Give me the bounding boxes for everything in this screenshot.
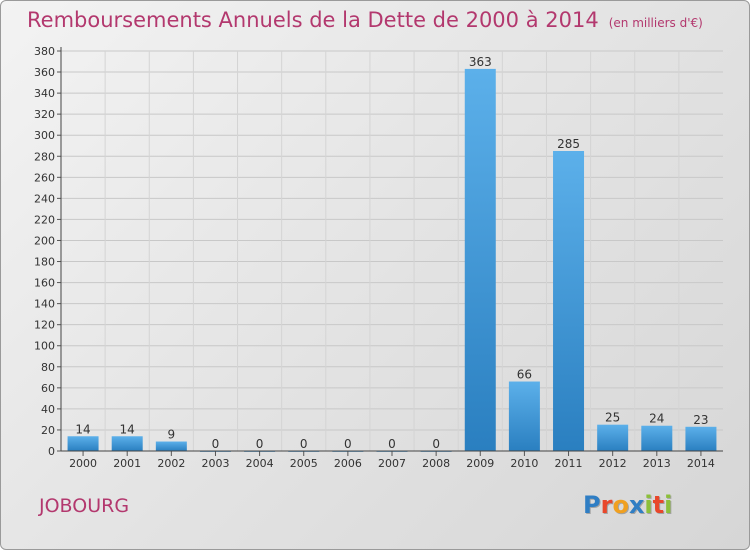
y-tick-label: 140 xyxy=(34,298,55,311)
x-tick-label: 2012 xyxy=(599,457,627,470)
x-tick-label: 2010 xyxy=(510,457,538,470)
x-tick-label: 2003 xyxy=(201,457,229,470)
y-tick-label: 220 xyxy=(34,213,55,226)
y-tick-label: 340 xyxy=(34,87,55,100)
y-tick-label: 60 xyxy=(41,382,55,395)
data-label: 66 xyxy=(517,368,532,382)
bar xyxy=(155,441,187,451)
y-tick-label: 260 xyxy=(34,171,55,184)
y-tick-label: 20 xyxy=(41,424,55,437)
y-tick-label: 180 xyxy=(34,256,55,269)
y-tick-label: 380 xyxy=(34,45,55,58)
data-label: 363 xyxy=(469,55,492,69)
grid-lines xyxy=(61,50,723,452)
commune-name: JOBOURG xyxy=(39,495,130,517)
bar xyxy=(685,426,717,451)
y-tick-label: 200 xyxy=(34,234,55,247)
y-tick-label: 0 xyxy=(48,445,55,458)
data-label: 24 xyxy=(649,412,664,426)
y-tick-label: 360 xyxy=(34,66,55,79)
title-text: Remboursements Annuels de la Dette de 20… xyxy=(27,8,599,32)
bar xyxy=(508,381,540,451)
y-tick-label: 300 xyxy=(34,129,55,142)
logo-letter: i xyxy=(664,491,673,519)
y-tick-label: 80 xyxy=(41,361,55,374)
logo-letter: t xyxy=(652,491,665,519)
data-label: 0 xyxy=(256,437,264,451)
logo-letter: i xyxy=(644,491,653,519)
y-tick-label: 100 xyxy=(34,340,55,353)
bar xyxy=(67,436,99,451)
data-label: 25 xyxy=(605,411,620,425)
data-label: 0 xyxy=(212,437,220,451)
y-tick-label: 240 xyxy=(34,192,55,205)
x-tick-label: 2013 xyxy=(643,457,671,470)
bar xyxy=(597,424,629,451)
logo-letter: r xyxy=(600,491,613,519)
x-tick-label: 2006 xyxy=(334,457,362,470)
data-label: 14 xyxy=(75,422,90,436)
logo-letter: P xyxy=(583,491,601,519)
data-label: 14 xyxy=(120,422,135,436)
bar xyxy=(464,68,496,451)
data-label: 0 xyxy=(388,437,396,451)
data-label: 9 xyxy=(168,428,176,442)
x-tick-label: 2014 xyxy=(687,457,715,470)
x-tick-label: 2005 xyxy=(290,457,318,470)
data-label: 0 xyxy=(432,437,440,451)
unit-label: (en milliers d'€) xyxy=(608,16,703,30)
data-label: 23 xyxy=(693,413,708,427)
proxiti-logo: Proxiti xyxy=(583,491,672,519)
y-tick-label: 40 xyxy=(41,403,55,416)
logo-letter: x xyxy=(628,491,645,519)
chart-title: Remboursements Annuels de la Dette de 20… xyxy=(27,8,703,32)
data-label: 0 xyxy=(300,437,308,451)
x-tick-label: 2000 xyxy=(69,457,97,470)
data-label: 285 xyxy=(557,137,580,151)
x-tick-label: 2011 xyxy=(555,457,583,470)
y-tick-label: 160 xyxy=(34,277,55,290)
y-tick-label: 280 xyxy=(34,150,55,163)
bar xyxy=(111,436,143,451)
y-tick-label: 320 xyxy=(34,108,55,121)
x-tick-label: 2008 xyxy=(422,457,450,470)
logo-letter: o xyxy=(612,491,629,519)
x-tick-label: 2004 xyxy=(246,457,274,470)
x-tick-label: 2002 xyxy=(157,457,185,470)
bar xyxy=(553,151,585,451)
bar xyxy=(641,425,673,451)
axes xyxy=(57,47,723,456)
x-tick-label: 2007 xyxy=(378,457,406,470)
x-tick-label: 2009 xyxy=(466,457,494,470)
data-label: 0 xyxy=(344,437,352,451)
labels: 0204060801001201401601802002202402602803… xyxy=(34,45,715,470)
x-tick-label: 2001 xyxy=(113,457,141,470)
bars xyxy=(67,68,717,452)
y-tick-label: 120 xyxy=(34,319,55,332)
